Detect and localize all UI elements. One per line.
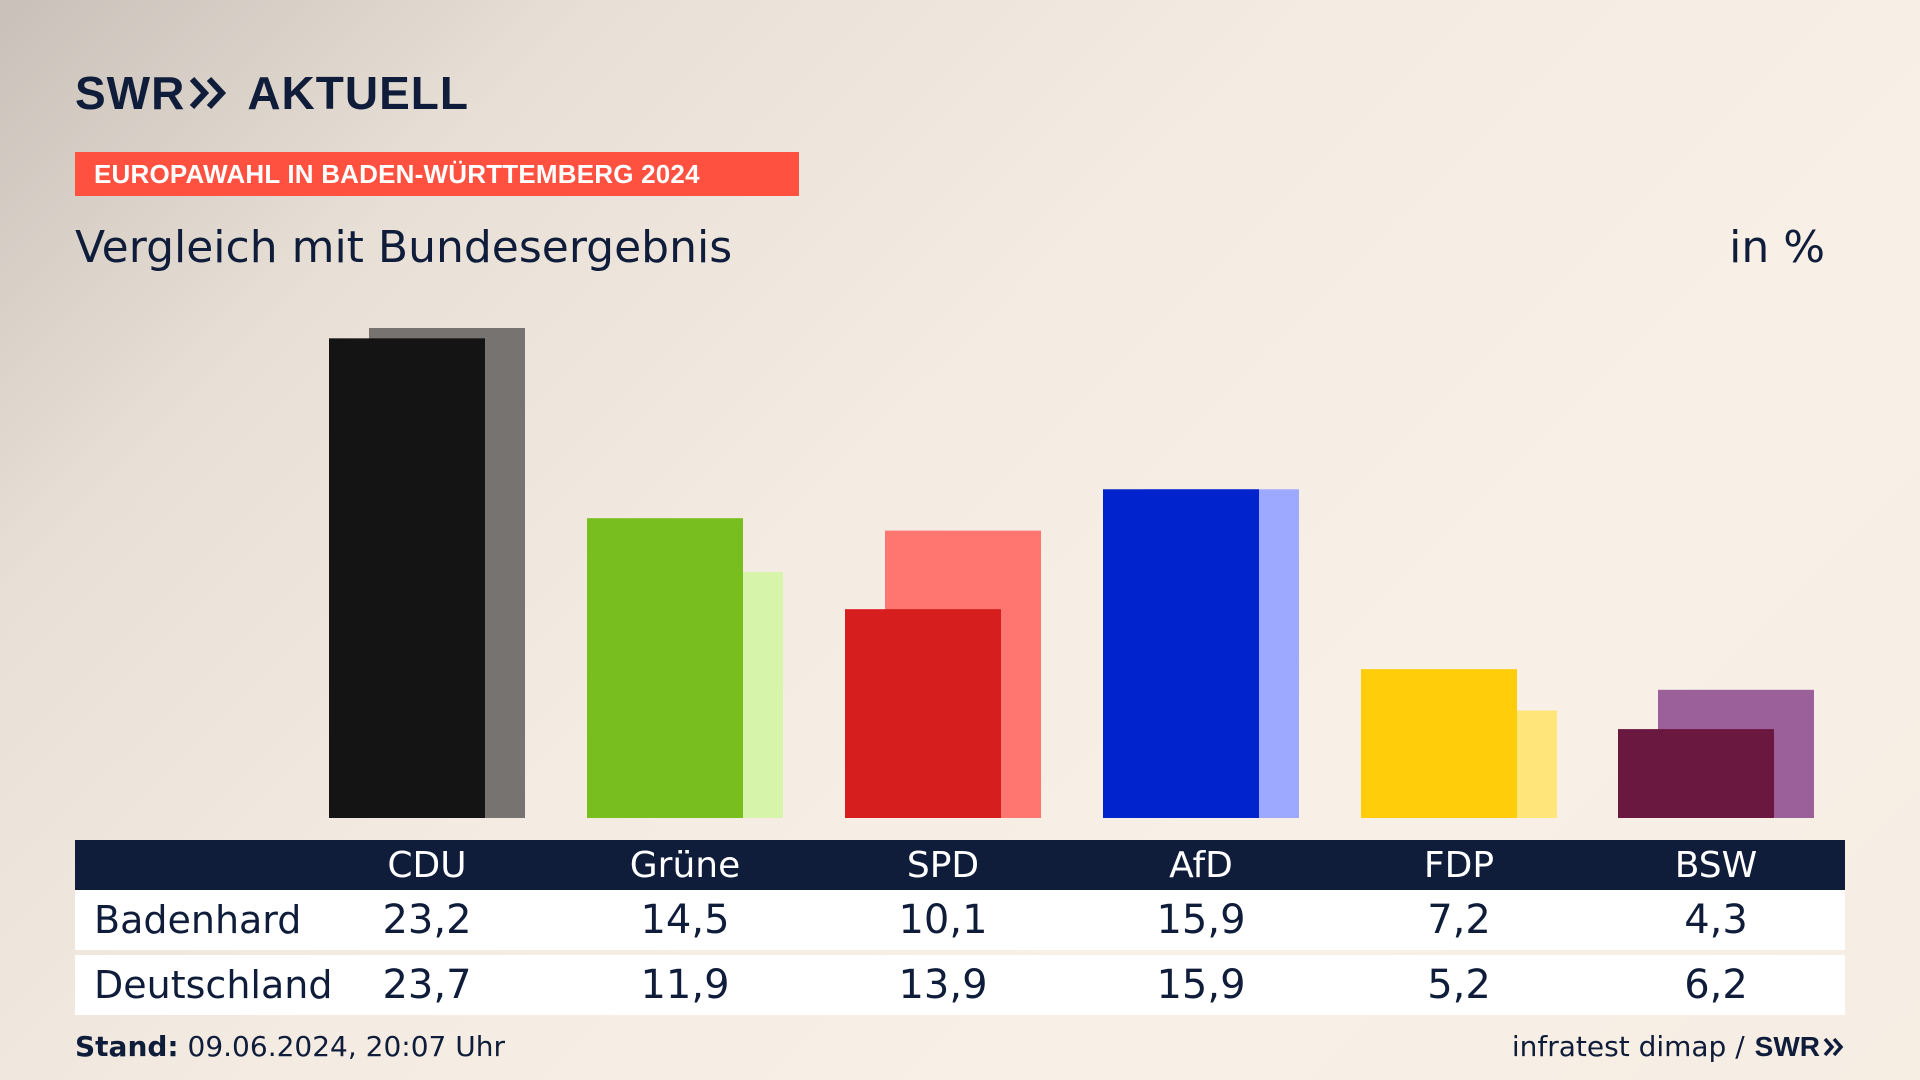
- table-cell: 4,3: [1684, 897, 1748, 943]
- table-cell: 11,9: [640, 962, 730, 1008]
- table-cell: 10,1: [898, 897, 988, 943]
- column-header: CDU: [387, 844, 467, 886]
- results-table: CDU Grüne SPD AfD FDP BSW Badenhard 23,2 14,5 1…: [75, 840, 1845, 1015]
- table-cell: 23,2: [382, 897, 472, 943]
- column-header: BSW: [1674, 844, 1758, 886]
- bar-badenhard-grüne: [587, 518, 743, 818]
- bar-badenhard-spd: [845, 609, 1001, 818]
- row-label: Deutschland: [94, 963, 333, 1007]
- double-chevron-icon: [189, 76, 229, 110]
- column-header: AfD: [1169, 844, 1233, 886]
- bar-badenhard-fdp: [1361, 669, 1517, 818]
- bar-badenhard-cdu: [329, 338, 485, 818]
- swr-small-text: SWR: [1754, 1030, 1820, 1062]
- table-cell: 23,7: [382, 962, 472, 1008]
- table-row-badenhard: Badenhard 23,2 14,5 10,1 15,9 7,2 4,3: [75, 890, 1845, 950]
- bar-badenhard-afd: [1103, 489, 1259, 818]
- table-cell: 15,9: [1156, 962, 1246, 1008]
- table-cell: 13,9: [898, 962, 988, 1008]
- column-header: FDP: [1423, 844, 1495, 886]
- chart-title: Vergleich mit Bundesergebnis: [75, 222, 733, 273]
- bar-badenhard-bsw: [1618, 729, 1774, 818]
- stand-value: 09.06.2024, 20:07 Uhr: [187, 1030, 505, 1063]
- bar-chart: [329, 328, 1814, 818]
- swr-small-logo: SWR: [1755, 1031, 1845, 1063]
- unit-label: in %: [1729, 222, 1825, 273]
- row-label: Badenhard: [94, 898, 302, 942]
- source-credit: infratest dimap / SWR: [1512, 1030, 1845, 1063]
- table-row-deutschland: Deutschland 23,7 11,9 13,9 15,9 5,2 6,2: [75, 955, 1845, 1015]
- table-cell: 14,5: [640, 897, 730, 943]
- table-cell: 7,2: [1427, 897, 1491, 943]
- column-header: Grüne: [629, 844, 741, 886]
- table-cell: 6,2: [1684, 962, 1748, 1008]
- logo-swr-text: SWR: [75, 67, 186, 119]
- timestamp: Stand: 09.06.2024, 20:07 Uhr: [75, 1030, 505, 1063]
- table-header-row: CDU Grüne SPD AfD FDP BSW: [75, 840, 1845, 890]
- column-header: SPD: [906, 844, 980, 886]
- logo-aktuell-text: AKTUELL: [247, 67, 469, 119]
- election-banner: EUROPAWAHL IN BADEN-WÜRTTEMBERG 2024: [75, 152, 799, 196]
- source-text: infratest dimap /: [1511, 1030, 1745, 1063]
- stand-label: Stand:: [75, 1030, 179, 1063]
- table-cell: 15,9: [1156, 897, 1246, 943]
- table-cell: 5,2: [1427, 962, 1491, 1008]
- swr-aktuell-logo: SWR AKTUELL: [75, 67, 469, 119]
- double-chevron-small-icon: [1823, 1037, 1844, 1056]
- banner-text: EUROPAWAHL IN BADEN-WÜRTTEMBERG 2024: [94, 158, 700, 189]
